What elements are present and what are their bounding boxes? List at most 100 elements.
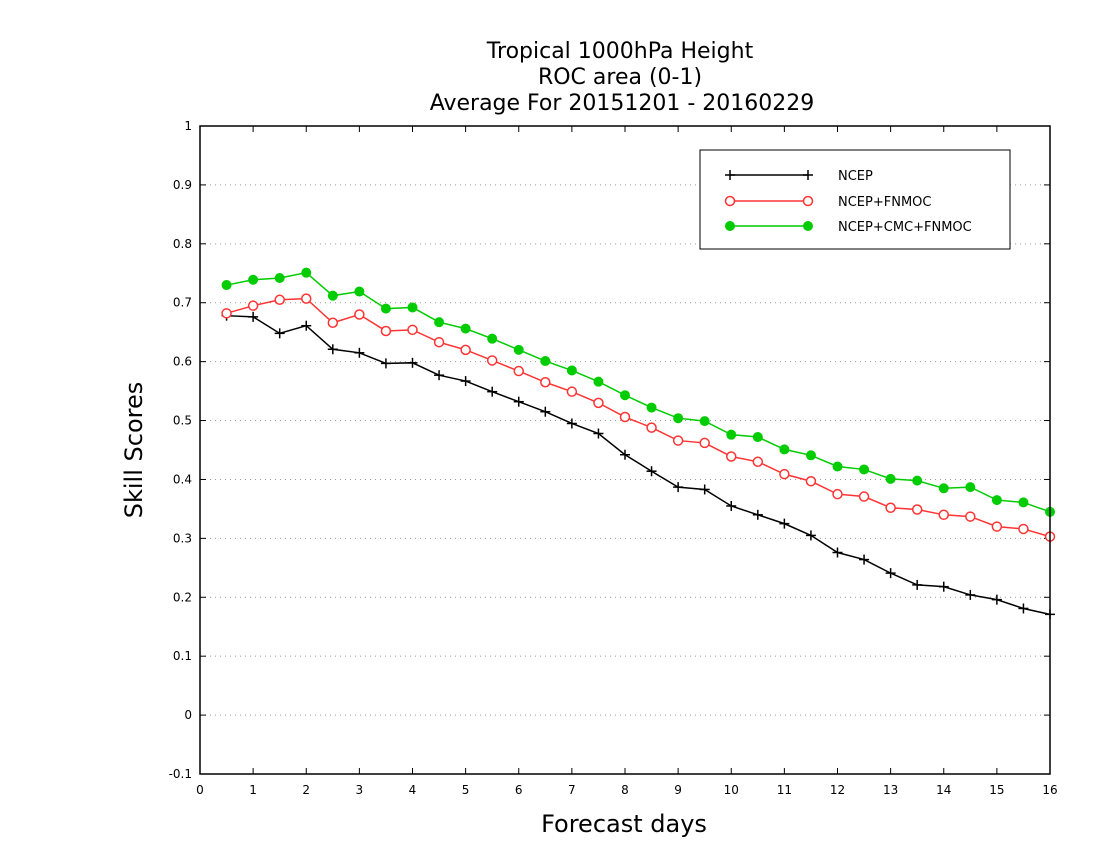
data-point bbox=[327, 344, 338, 355]
data-point bbox=[513, 344, 524, 355]
data-point bbox=[699, 416, 710, 427]
data-point bbox=[566, 386, 578, 397]
data-point bbox=[912, 579, 923, 590]
data-point bbox=[460, 344, 471, 356]
data-point bbox=[805, 450, 816, 461]
series-line bbox=[226, 314, 1051, 616]
x-tick-label: 10 bbox=[724, 783, 739, 797]
legend-marker bbox=[725, 221, 735, 231]
plot-frame bbox=[199, 125, 1051, 775]
data-point bbox=[380, 358, 391, 369]
x-tick-label: 11 bbox=[777, 783, 792, 797]
data-point bbox=[885, 568, 896, 579]
data-point bbox=[433, 336, 445, 348]
data-point bbox=[620, 390, 630, 401]
data-point bbox=[885, 473, 896, 484]
x-tick-label: 5 bbox=[462, 783, 470, 797]
data-point bbox=[938, 581, 949, 592]
y-tick-label: 1 bbox=[184, 119, 192, 133]
data-point bbox=[540, 356, 551, 367]
data-point bbox=[407, 302, 418, 313]
data-point bbox=[274, 294, 285, 306]
data-point bbox=[726, 500, 737, 511]
data-point bbox=[938, 509, 949, 521]
data-point bbox=[646, 402, 657, 413]
data-point bbox=[965, 482, 976, 493]
data-point bbox=[513, 365, 524, 377]
data-point bbox=[991, 594, 1002, 605]
legend-label: NCEP bbox=[838, 169, 873, 184]
data-point bbox=[221, 308, 232, 319]
data-point bbox=[726, 451, 737, 462]
data-point bbox=[912, 475, 923, 486]
x-tick-label: 8 bbox=[621, 783, 629, 797]
x-tick-label: 4 bbox=[409, 783, 417, 797]
data-point bbox=[885, 502, 896, 513]
y-tick-label: 0.6 bbox=[173, 355, 192, 369]
legend-marker bbox=[803, 170, 813, 180]
x-tick-label: 16 bbox=[1042, 783, 1057, 797]
x-tick-label: 9 bbox=[674, 783, 682, 797]
data-point bbox=[858, 491, 870, 502]
data-point bbox=[221, 280, 232, 291]
data-point bbox=[301, 267, 312, 278]
data-point bbox=[726, 429, 737, 440]
data-point bbox=[380, 303, 391, 314]
legend-entry: NCEP+CMC+FNMOC bbox=[725, 220, 972, 235]
data-point bbox=[434, 370, 445, 381]
data-point bbox=[859, 464, 870, 475]
y-tick-label: 0.5 bbox=[173, 414, 192, 428]
data-point bbox=[274, 272, 285, 283]
data-point bbox=[487, 386, 498, 397]
series-line bbox=[226, 271, 1051, 513]
data-point bbox=[513, 396, 524, 407]
data-point bbox=[752, 432, 763, 443]
series-group bbox=[221, 267, 1056, 620]
data-point bbox=[779, 468, 790, 480]
series-ncep-cmc-fnmoc bbox=[221, 267, 1055, 517]
data-point bbox=[354, 347, 365, 358]
legend-entry: NCEP+FNMOC bbox=[724, 195, 931, 210]
legend-box bbox=[699, 149, 1011, 250]
data-point bbox=[1018, 497, 1029, 508]
series-line bbox=[226, 297, 1051, 538]
data-point bbox=[646, 422, 657, 433]
data-point bbox=[248, 311, 259, 322]
data-point bbox=[752, 456, 764, 468]
data-point bbox=[752, 509, 763, 520]
data-point bbox=[274, 328, 285, 339]
data-point bbox=[407, 324, 418, 336]
y-tick-label: 0.4 bbox=[173, 472, 192, 486]
x-axis-label: Forecast days bbox=[541, 810, 707, 838]
data-point bbox=[1018, 523, 1029, 535]
data-point bbox=[487, 333, 498, 344]
data-point bbox=[1018, 603, 1029, 614]
y-tick-label: 0.2 bbox=[173, 590, 192, 604]
data-point bbox=[460, 376, 471, 387]
data-point bbox=[832, 547, 843, 558]
data-point bbox=[301, 320, 312, 331]
legend-label: NCEP+FNMOC bbox=[838, 195, 931, 210]
x-tick-label: 15 bbox=[989, 783, 1004, 797]
series-ncep-fnmoc bbox=[221, 293, 1056, 542]
y-tick-label: 0.3 bbox=[173, 531, 192, 545]
x-tick-label: 3 bbox=[356, 783, 364, 797]
data-point bbox=[673, 413, 684, 424]
x-tick-label: 1 bbox=[249, 783, 257, 797]
data-point bbox=[699, 484, 710, 495]
data-point bbox=[832, 461, 843, 472]
x-tick-label: 7 bbox=[568, 783, 576, 797]
legend-label: NCEP+CMC+FNMOC bbox=[838, 220, 972, 235]
data-point bbox=[991, 495, 1002, 506]
data-point bbox=[354, 309, 365, 320]
data-point bbox=[965, 589, 976, 600]
x-axis-ticks: 0 1 2 3 4 5 6 7 8 9 10 11 12 13 14 15 16 bbox=[196, 126, 1058, 797]
data-point bbox=[620, 449, 630, 460]
x-tick-label: 14 bbox=[936, 783, 951, 797]
data-point bbox=[593, 397, 604, 409]
data-point bbox=[248, 274, 259, 285]
data-point bbox=[832, 488, 843, 500]
chart-title-line-3: Average For 20151201 - 20160229 bbox=[430, 91, 815, 116]
data-point bbox=[486, 355, 498, 366]
data-point bbox=[407, 357, 418, 368]
